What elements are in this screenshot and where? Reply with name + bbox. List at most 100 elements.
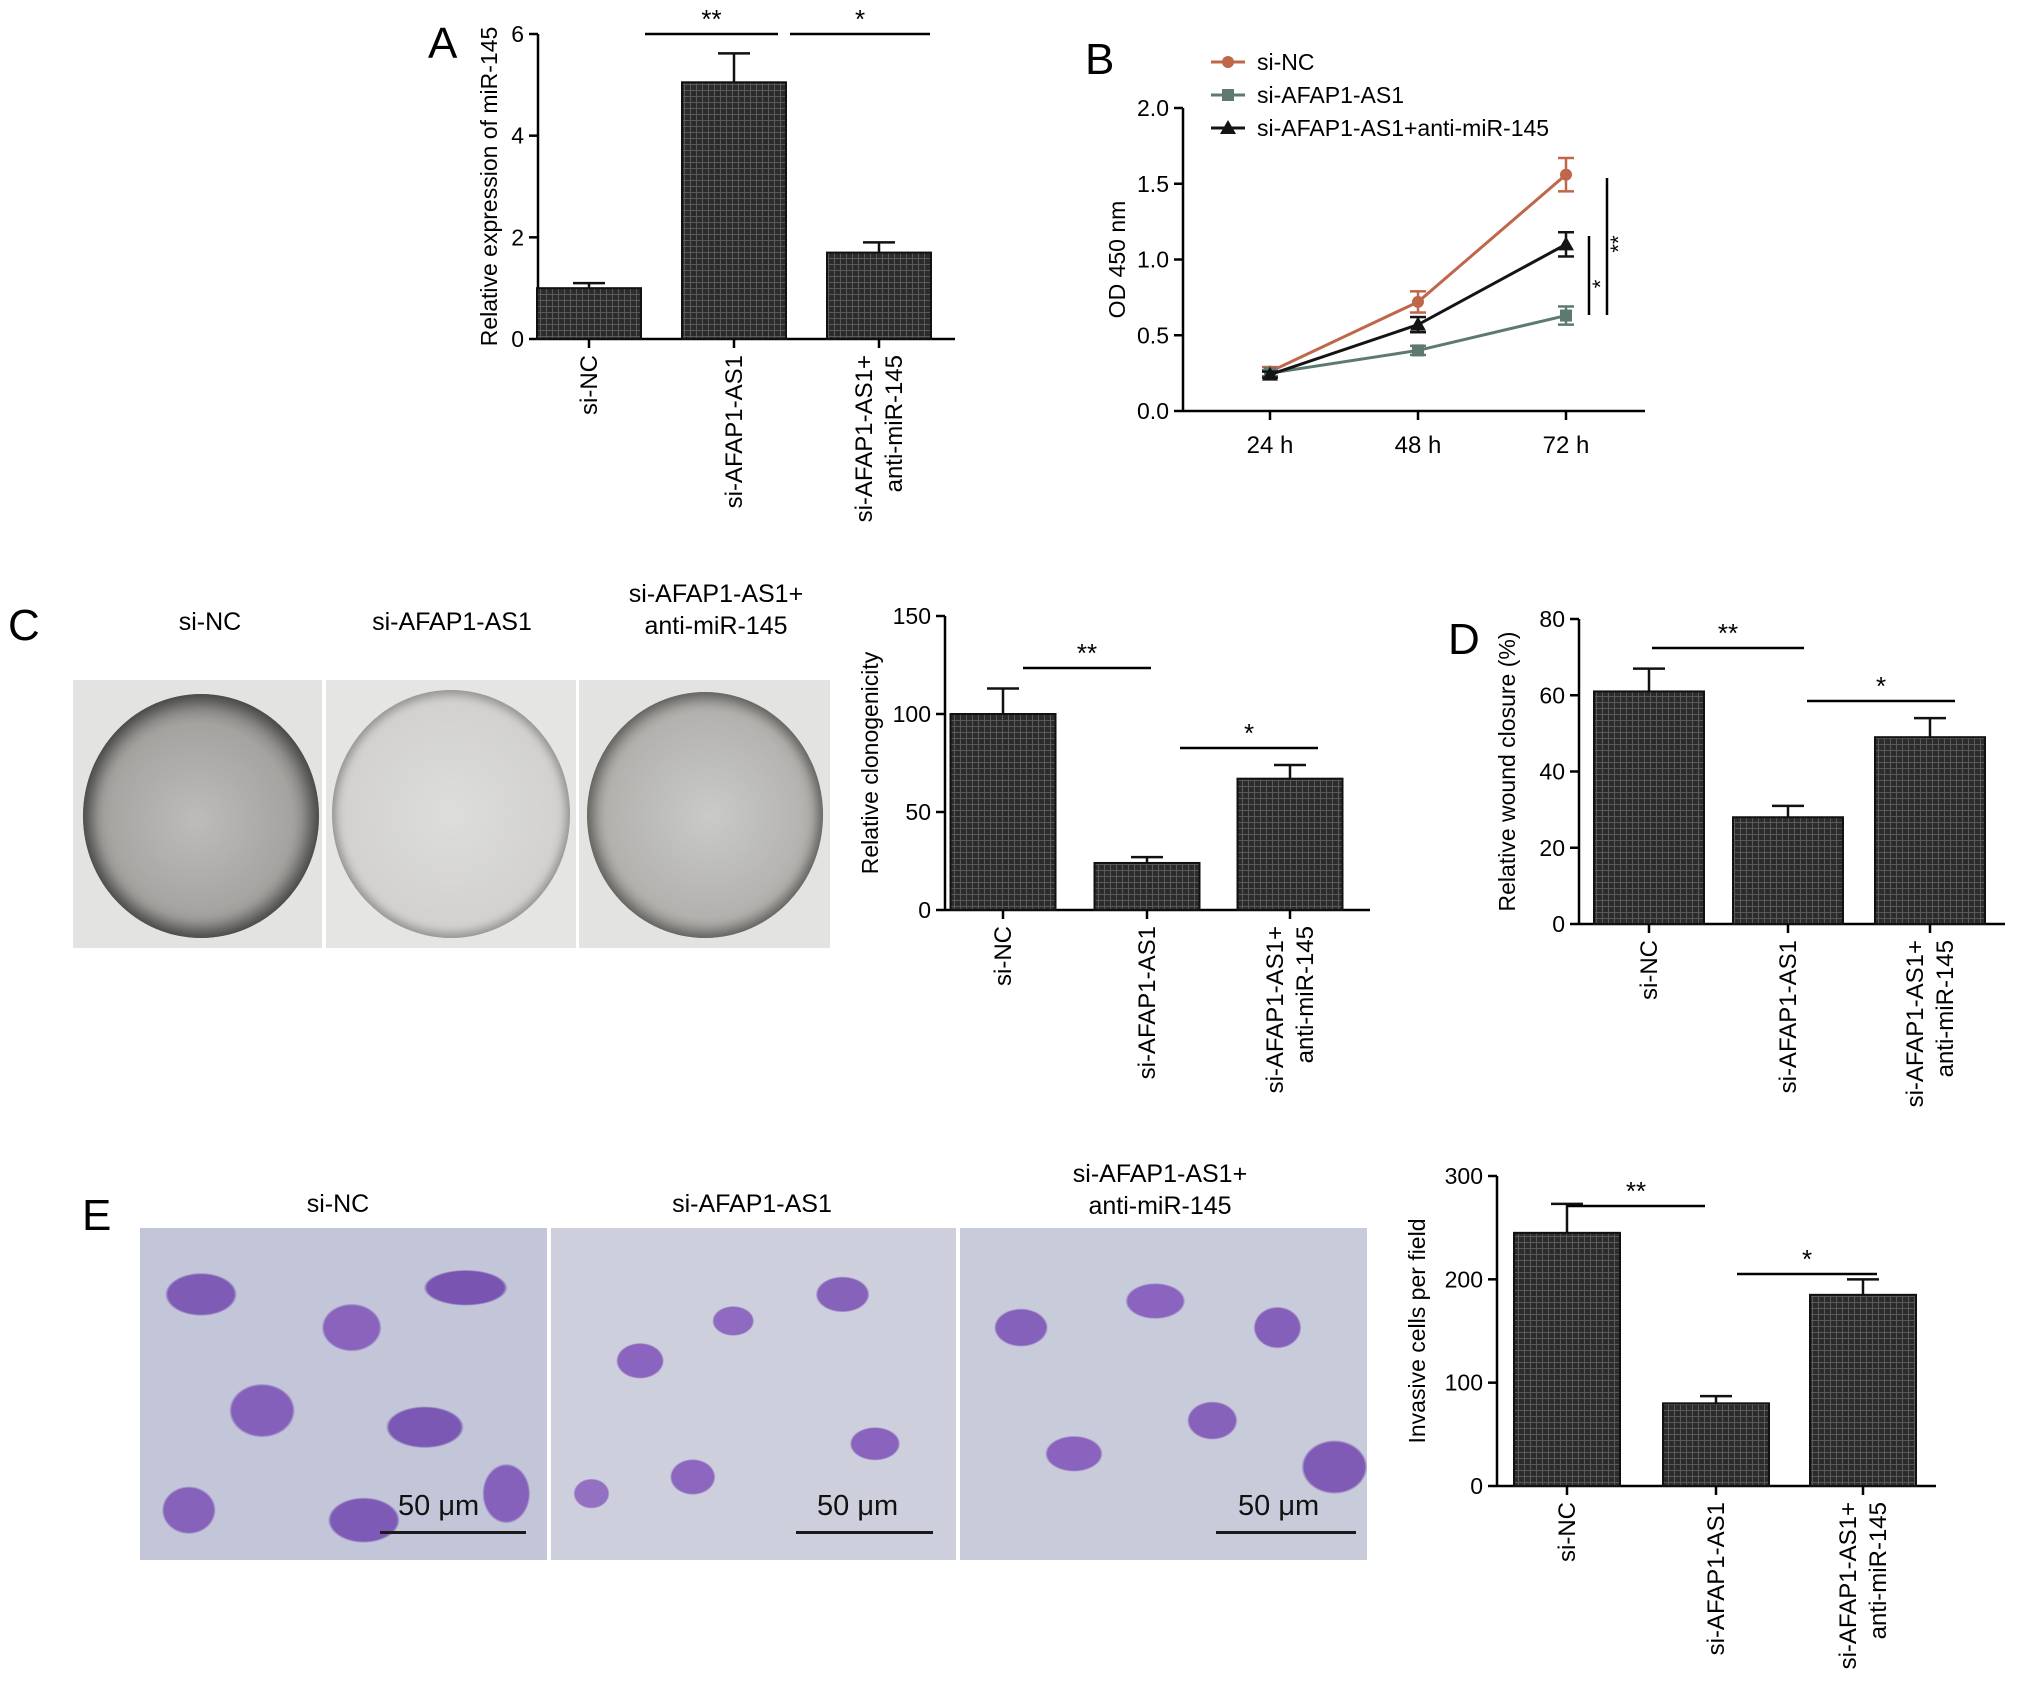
significance-stars: * [1588, 279, 1613, 288]
x-category-label: si-AFAP1-AS1+ [851, 355, 878, 522]
y-tick-label: 20 [1539, 835, 1565, 861]
x-category-label: anti-miR-145 [881, 355, 908, 492]
legend-marker [1222, 89, 1234, 101]
chart-b: 0.0 0.5 1.0 1.5 2.0 OD 450 nm 24 h 48 h 72 h si-N… [1104, 49, 1645, 459]
invasion-caption-combo-line2: anti-miR-145 [1088, 1192, 1231, 1220]
y-axis-label: Invasive cells per field [1404, 1219, 1430, 1444]
y-tick-label: 6 [511, 21, 524, 47]
invasion-caption-sinc: si-NC [307, 1190, 370, 1218]
data-point [1558, 236, 1574, 251]
x-category-label: si-AFAP1-AS1+ [1262, 926, 1289, 1093]
scale-bar-label: 50 μm [398, 1490, 480, 1522]
y-tick-label: 100 [893, 701, 931, 727]
x-category-label: si-AFAP1-AS1 [1703, 1502, 1730, 1655]
y-tick-label: 0 [1470, 1473, 1483, 1499]
invasion-photo-combo: 50 μm [960, 1228, 1367, 1560]
x-category-label: si-AFAP1-AS1 [1134, 926, 1161, 1079]
y-tick-label: 80 [1539, 606, 1565, 632]
y-tick-label: 100 [1445, 1370, 1483, 1396]
y-axis-label: Relative expression of miR-145 [476, 27, 502, 347]
colony-caption-siafap: si-AFAP1-AS1 [372, 608, 532, 636]
legend-marker [1220, 120, 1236, 134]
significance-stars: ** [1626, 1176, 1646, 1206]
scale-bar [796, 1531, 933, 1534]
data-point [1412, 295, 1424, 308]
x-category-label: si-NC [576, 355, 603, 415]
chart-c: 0 50 100 150 Relative clonogenicity si-NC si-A… [857, 603, 1370, 1093]
data-point [1412, 344, 1424, 357]
y-tick-label: 0 [1552, 911, 1565, 937]
bar [1662, 1402, 1770, 1488]
y-tick-label: 2 [511, 224, 524, 250]
chart-d: 0 20 40 60 80 Relative wound closure (%) si-NC… [1494, 606, 2005, 1107]
colony-caption-combo-line1: si-AFAP1-AS1+ [629, 580, 803, 608]
bar [1513, 1231, 1621, 1488]
data-point [1410, 316, 1426, 331]
legend-label: si-AFAP1-AS1 [1257, 82, 1404, 108]
data-point [1262, 366, 1278, 381]
y-tick-label: 0 [918, 897, 931, 923]
x-category-label: si-AFAP1-AS1 [1775, 940, 1802, 1093]
data-point [1560, 309, 1572, 322]
panel-label-a: A [428, 19, 458, 68]
y-tick-label: 40 [1539, 759, 1565, 785]
y-axis-label: Relative wound closure (%) [1494, 632, 1520, 912]
y-tick-label: 150 [893, 603, 931, 629]
y-tick-label: 0 [511, 326, 524, 352]
dish-image [332, 690, 570, 938]
x-category-label: si-AFAP1-AS1+ [1902, 940, 1929, 1107]
significance-stars: * [855, 4, 865, 34]
y-tick-label: 200 [1445, 1266, 1483, 1292]
bar [536, 287, 642, 340]
legend-marker [1222, 56, 1234, 68]
series-line [1269, 173, 1567, 373]
bar [1236, 777, 1344, 911]
colony-photo-siafap [326, 680, 576, 948]
y-tick-label: 50 [905, 799, 931, 825]
significance-stars: * [1244, 718, 1254, 748]
bar [949, 713, 1057, 911]
y-axis-label: Relative clonogenicity [857, 651, 883, 874]
panel-label-c: C [8, 601, 40, 650]
dish-image [83, 694, 319, 938]
y-tick-label: 4 [511, 123, 524, 149]
significance-stars: * [1802, 1244, 1812, 1274]
scale-bar-label: 50 μm [1238, 1490, 1320, 1522]
x-category-label: anti-miR-145 [1292, 926, 1319, 1063]
invasion-caption-combo-line1: si-AFAP1-AS1+ [1073, 1160, 1247, 1188]
bar [1732, 816, 1844, 925]
colony-photo-combo [579, 680, 830, 948]
x-category-label: si-AFAP1-AS1 [721, 355, 748, 508]
bar [1093, 861, 1201, 912]
x-tick-label: 24 h [1247, 432, 1294, 459]
significance-stars: ** [1718, 618, 1738, 648]
scale-bar [380, 1531, 526, 1534]
significance-stars: ** [701, 4, 721, 34]
x-category-label: si-NC [990, 926, 1017, 986]
significance-stars: * [1876, 671, 1886, 701]
x-category-label: anti-miR-145 [1865, 1502, 1892, 1639]
colony-caption-combo-line2: anti-miR-145 [644, 612, 787, 640]
panel-label-d: D [1448, 615, 1480, 664]
significance-stars: ** [1077, 638, 1097, 668]
y-tick-label: 1.0 [1137, 247, 1169, 273]
y-tick-label: 0.0 [1137, 398, 1169, 424]
invasion-photo-siafap: 50 μm [551, 1228, 956, 1560]
bar [1809, 1293, 1917, 1488]
colony-photo-sinc [73, 680, 322, 948]
y-tick-label: 1.5 [1137, 171, 1169, 197]
chart-a: 0 2 4 6 Relative expression of miR-145 si-NC s… [476, 4, 955, 522]
chart-e: 0 100 200 300 Invasive cells per field si-NC s… [1404, 1163, 1936, 1669]
bar [1874, 736, 1986, 925]
y-tick-label: 0.5 [1137, 322, 1169, 348]
panel-label-e: E [82, 1191, 111, 1240]
x-tick-label: 48 h [1395, 432, 1442, 459]
panel-label-b: B [1085, 35, 1114, 84]
y-tick-label: 300 [1445, 1163, 1483, 1189]
scale-bar-label: 50 μm [817, 1490, 899, 1522]
data-point [1560, 168, 1572, 181]
invasion-photo-sinc: 50 μm [140, 1228, 547, 1560]
y-tick-label: 60 [1539, 682, 1565, 708]
bar [1593, 690, 1705, 925]
